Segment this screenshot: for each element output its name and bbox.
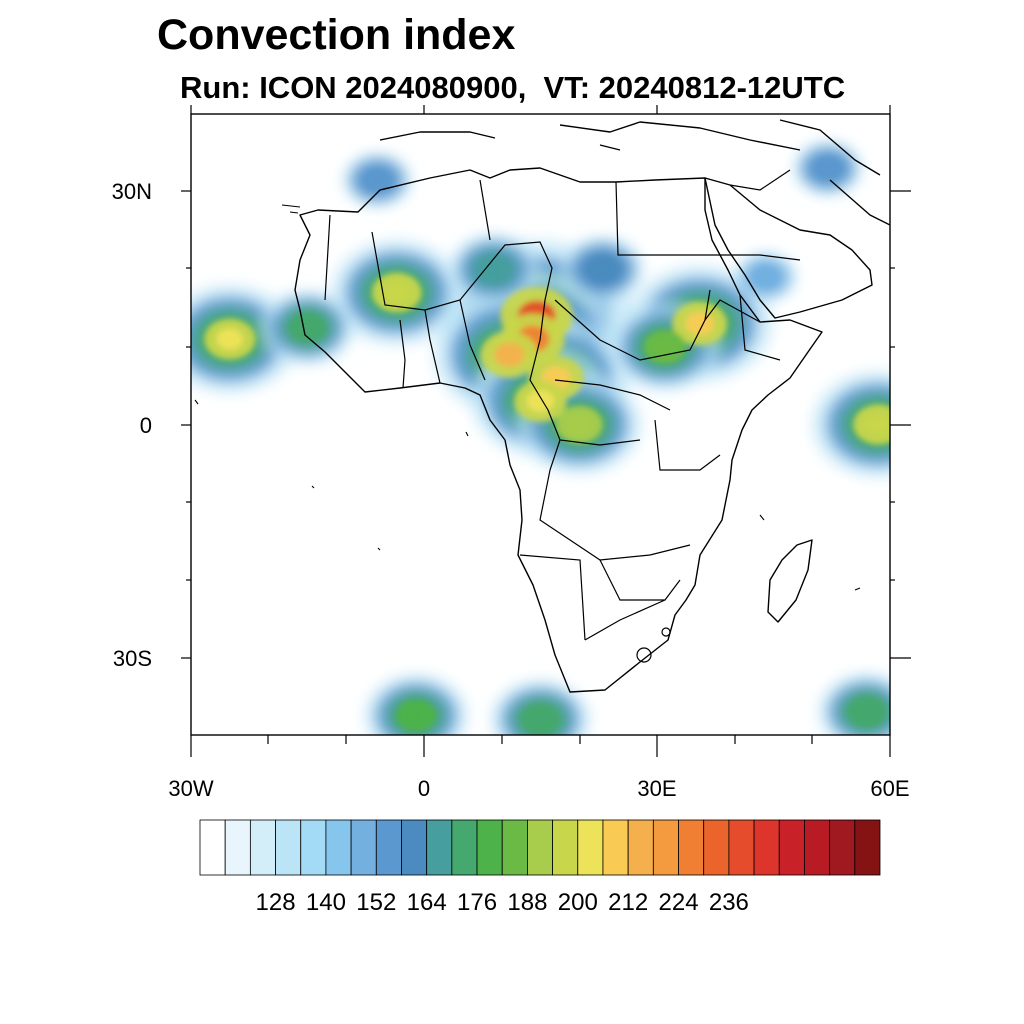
axis-ticks (181, 105, 911, 757)
europe-middle-east-coast (779, 119, 890, 226)
convection-cell-saudi-south (759, 272, 772, 282)
colorbar-label-188: 188 (507, 889, 548, 916)
africa-coastline (294, 167, 823, 693)
colorbar-label-212: 212 (608, 889, 649, 916)
colorbar-box (527, 819, 553, 876)
islands (194, 204, 861, 591)
colorbar-box (753, 819, 780, 876)
colorbar-box (275, 819, 302, 876)
arabia-coastline (704, 177, 873, 319)
convection-cell-indian-ocean-east (865, 413, 890, 436)
colorbar-box (350, 819, 377, 876)
colorbar-box (501, 819, 528, 876)
country-borders (324, 169, 801, 663)
convection-field-cores (204, 157, 890, 735)
lon-label-30e: 30E (637, 776, 677, 801)
colorbar-box (652, 819, 679, 876)
colorbar-box (451, 819, 478, 876)
colorbar-label-164: 164 (406, 889, 447, 916)
colorbar-box (375, 819, 402, 876)
coastlines (294, 119, 890, 693)
convection-cell-nigeria-cameroon (494, 342, 525, 367)
colorbar-label-128: 128 (255, 889, 296, 916)
colorbar-box (476, 819, 503, 876)
colorbar-label-236: 236 (708, 889, 749, 916)
colorbar-box (602, 819, 629, 876)
colorbar-box (728, 819, 755, 876)
colorbar-box (300, 819, 327, 876)
map-title: Convection index (157, 11, 516, 59)
colorbar-box (426, 819, 453, 876)
convection-cell-morocco (370, 174, 385, 186)
convection-cell-iraq-iran (820, 162, 835, 174)
convection-cell-mali-vortex (383, 282, 410, 303)
colorbar-box (804, 819, 831, 876)
madagascar-coastline (767, 539, 813, 623)
convection-cell-atlantic-itcz (216, 328, 244, 350)
lon-label-30w: 30W (168, 776, 214, 801)
convection-cell-niger-north (484, 262, 503, 277)
colorbar-label-176: 176 (457, 889, 498, 916)
run-subtitle: Run: ICON 2024080900, VT: 20240812-12UTC (180, 70, 846, 105)
colorbar-box (249, 819, 276, 876)
colorbar-box (703, 819, 730, 876)
lon-label-60e: 60E (870, 776, 910, 801)
convection-cell-southern-ocean-west (405, 707, 427, 724)
convection-cell-congo-core (526, 390, 555, 413)
colorbar-box (224, 819, 251, 876)
colorbar-box (678, 819, 705, 876)
colorbar-box (778, 819, 805, 876)
colorbar-box (552, 819, 579, 876)
colorbar-box (829, 819, 856, 876)
colorbar-box (854, 819, 881, 876)
colorbar-label-200: 200 (557, 889, 598, 916)
convection-cell-southern-ocean-east (857, 704, 877, 720)
colorbar-label-152: 152 (356, 889, 397, 916)
lat-label-30s: 30S (112, 646, 152, 671)
lat-label-0: 0 (139, 413, 152, 438)
colorbar-box (325, 819, 352, 876)
convection-cell-southern-ocean-central (530, 711, 551, 728)
colorbar-box (401, 819, 428, 876)
convection-cell-chad-sudan-band (594, 262, 611, 276)
lat-label-30n: 30N (111, 179, 152, 204)
lon-label-0: 0 (417, 776, 431, 801)
colorbar-label-140: 140 (305, 889, 346, 916)
convection-cell-drc-east (566, 414, 592, 435)
mediterranean-north-coast (379, 121, 801, 151)
colorbar-box (627, 819, 654, 876)
colorbar-box (577, 819, 604, 876)
colorbar-box (199, 819, 226, 876)
convection-cell-sudan-south (653, 338, 676, 356)
colorbar-label-224: 224 (658, 889, 699, 916)
